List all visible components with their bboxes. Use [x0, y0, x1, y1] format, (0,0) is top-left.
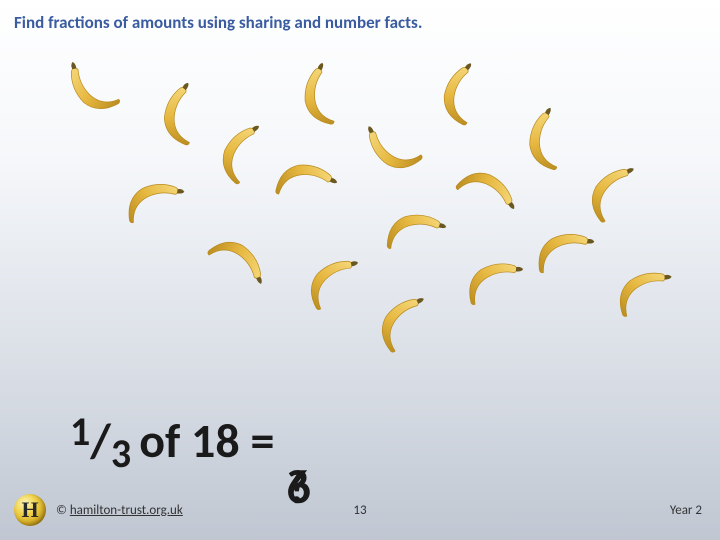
copyright-link[interactable]: hamilton-trust.org.uk	[70, 503, 183, 518]
page-title: Find fractions of amounts using sharing …	[14, 12, 422, 33]
banana-icon	[416, 46, 515, 145]
banana-icon	[457, 247, 533, 323]
fraction-numerator: 1	[70, 407, 90, 456]
banana-icon	[350, 100, 440, 190]
copyright-symbol: ©	[56, 503, 67, 518]
copyright: © hamilton-trust.org.uk	[56, 503, 183, 518]
fraction-equation: 1 / 3 of 18 = ? 6	[70, 411, 326, 470]
banana-icon	[114, 164, 195, 245]
banana-icon	[370, 190, 460, 280]
equation-text: of 18 =	[139, 411, 274, 470]
page-number: 13	[353, 503, 366, 518]
year-label: Year 2	[670, 503, 702, 518]
banana-icon	[190, 220, 280, 310]
banana-icon	[610, 260, 680, 330]
fraction-slash: /	[90, 411, 111, 470]
logo-icon: H	[14, 494, 46, 526]
banana-icon	[54, 44, 135, 125]
banana-icon	[360, 280, 450, 370]
banana-area	[20, 50, 700, 360]
footer: H © hamilton-trust.org.uk 13 Year 2	[0, 492, 720, 528]
fraction-denominator: 3	[111, 429, 131, 478]
